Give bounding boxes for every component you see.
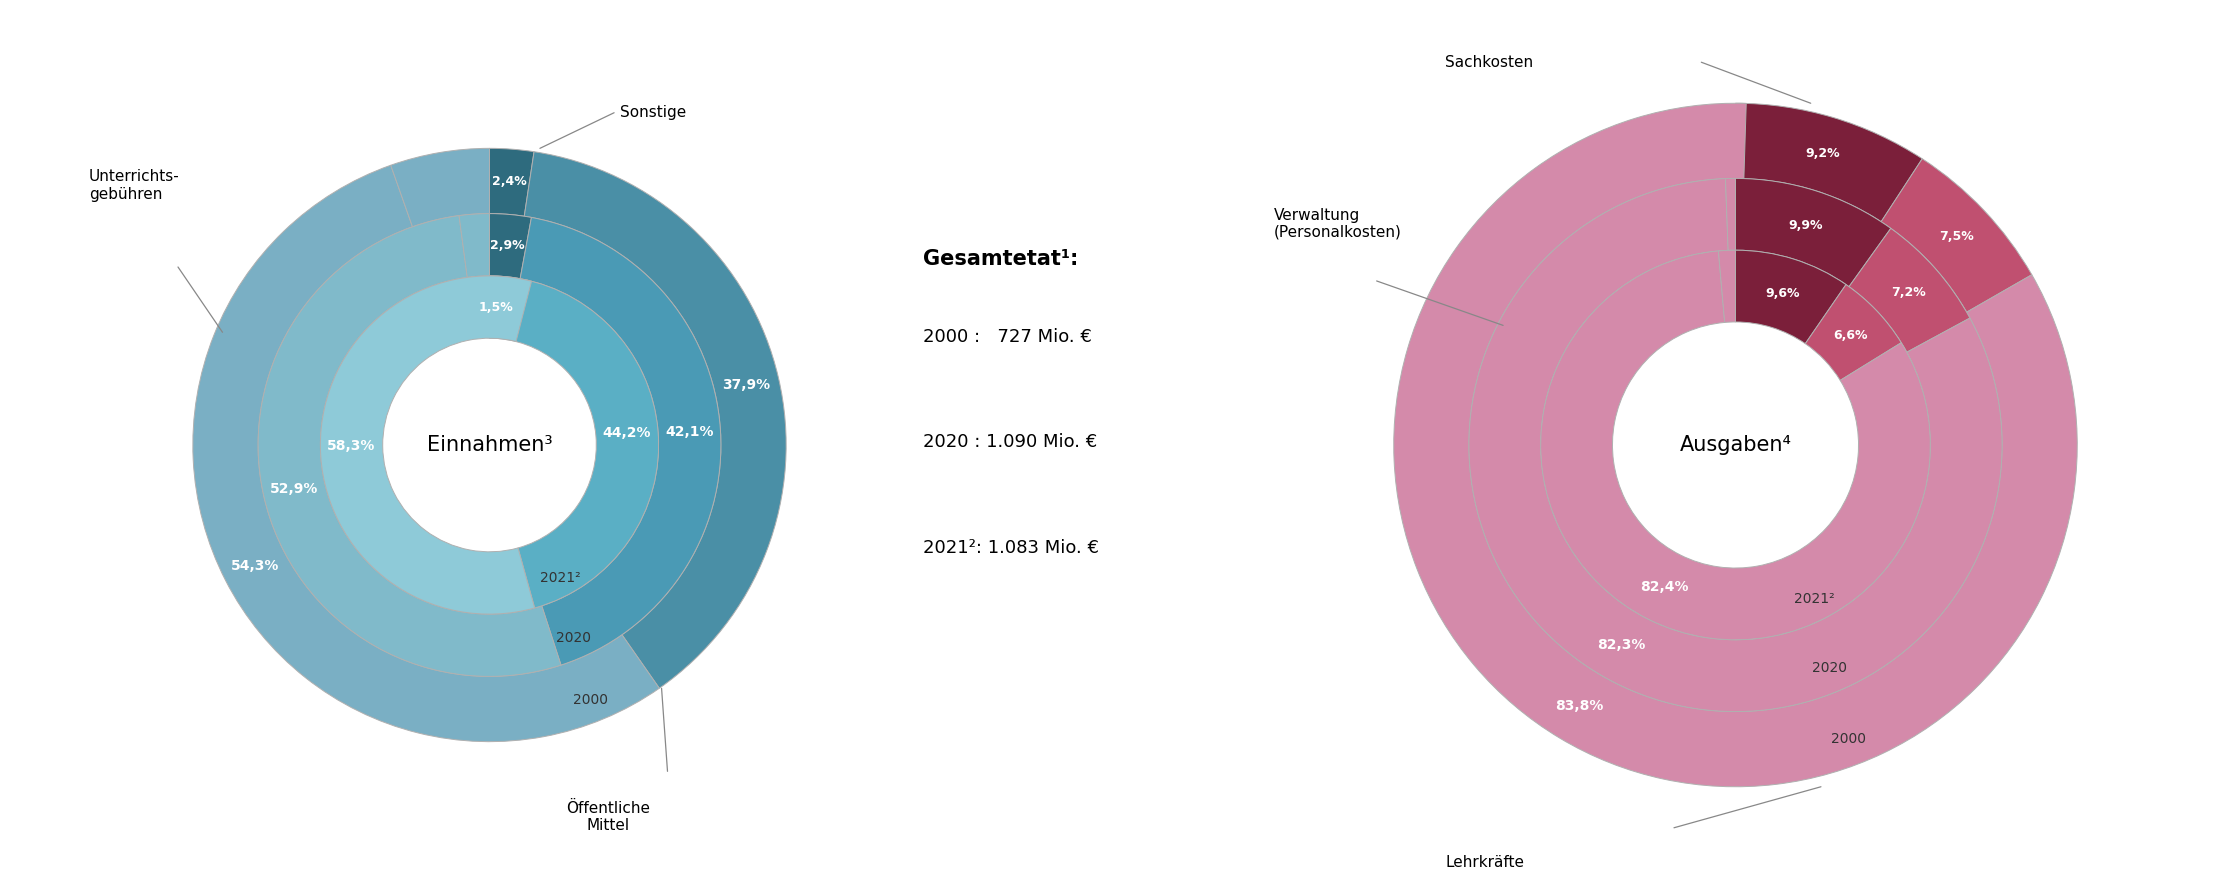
Text: 9,9%: 9,9% — [1789, 219, 1822, 232]
Text: 2000: 2000 — [572, 693, 607, 707]
Text: 2021²: 2021² — [541, 571, 581, 586]
Wedge shape — [1393, 103, 2078, 787]
Wedge shape — [1880, 158, 2031, 312]
Wedge shape — [1804, 285, 1902, 380]
Wedge shape — [194, 166, 659, 741]
Text: 82,4%: 82,4% — [1640, 580, 1689, 594]
Text: 2,4%: 2,4% — [492, 175, 527, 188]
Wedge shape — [490, 276, 505, 339]
Wedge shape — [1468, 179, 2002, 712]
Wedge shape — [320, 276, 534, 614]
Text: Gesamtetat¹:: Gesamtetat¹: — [923, 249, 1079, 269]
Text: 2000 :   727 Mio. €: 2000 : 727 Mio. € — [923, 328, 1092, 345]
Text: 7,5%: 7,5% — [1940, 230, 1974, 243]
Text: Verwaltung
(Personalkosten): Verwaltung (Personalkosten) — [1275, 207, 1402, 240]
Text: 83,8%: 83,8% — [1555, 699, 1604, 713]
Text: Einnahmen³: Einnahmen³ — [427, 435, 552, 455]
Text: 58,3%: 58,3% — [327, 440, 376, 453]
Text: Lehrkräfte: Lehrkräfte — [1444, 855, 1524, 870]
Text: 2020: 2020 — [1813, 661, 1847, 675]
Wedge shape — [1736, 178, 1891, 287]
Wedge shape — [490, 149, 534, 216]
Text: 52,9%: 52,9% — [269, 482, 318, 497]
Wedge shape — [1736, 250, 1847, 344]
Wedge shape — [501, 277, 659, 608]
Wedge shape — [1724, 178, 1736, 250]
Text: 9,2%: 9,2% — [1804, 147, 1840, 160]
Text: 2000: 2000 — [1831, 732, 1867, 746]
Text: 7,2%: 7,2% — [1891, 286, 1927, 299]
Wedge shape — [1718, 250, 1736, 322]
Text: 2020 : 1.090 Mio. €: 2020 : 1.090 Mio. € — [923, 433, 1097, 451]
Text: 6,6%: 6,6% — [1833, 329, 1869, 342]
Wedge shape — [525, 151, 785, 688]
Text: Ausgaben⁴: Ausgaben⁴ — [1680, 435, 1791, 455]
Text: 44,2%: 44,2% — [603, 426, 652, 440]
Wedge shape — [258, 215, 561, 676]
Wedge shape — [392, 149, 490, 227]
Text: Unterrichts-
gebühren: Unterrichts- gebühren — [89, 169, 180, 202]
Text: 2021²: 2021² — [1793, 592, 1833, 605]
Text: 2020: 2020 — [556, 631, 592, 645]
Wedge shape — [521, 217, 721, 665]
Text: 1,5%: 1,5% — [478, 301, 514, 313]
Wedge shape — [1849, 229, 1969, 352]
Text: Sachkosten: Sachkosten — [1444, 54, 1533, 69]
Text: 82,3%: 82,3% — [1598, 638, 1646, 652]
Wedge shape — [1540, 251, 1931, 640]
Text: 37,9%: 37,9% — [723, 378, 770, 392]
Text: Sonstige: Sonstige — [621, 105, 685, 120]
Wedge shape — [1736, 103, 1922, 222]
Text: 9,6%: 9,6% — [1764, 287, 1800, 300]
Text: 42,1%: 42,1% — [665, 425, 714, 439]
Text: Öffentliche
Mittel: Öffentliche Mittel — [565, 801, 650, 833]
Text: 2,9%: 2,9% — [490, 239, 525, 252]
Wedge shape — [490, 214, 532, 279]
Wedge shape — [458, 214, 490, 278]
Text: 54,3%: 54,3% — [231, 559, 278, 572]
Text: 2021²: 1.083 Mio. €: 2021²: 1.083 Mio. € — [923, 539, 1099, 557]
